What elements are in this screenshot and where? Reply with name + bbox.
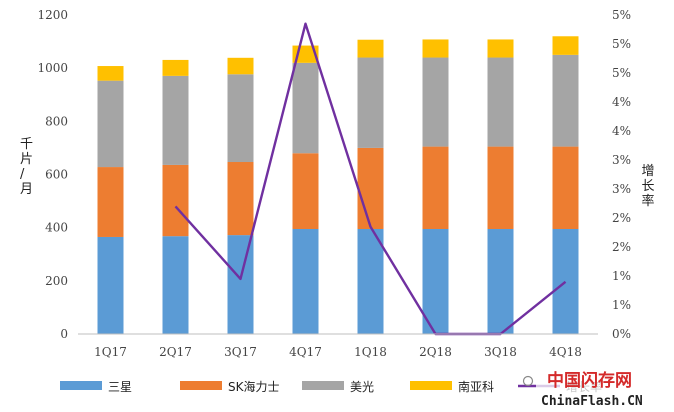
x-tick-label: 4Q17 bbox=[289, 345, 322, 359]
y2-tick-label: 1% bbox=[612, 269, 631, 283]
bar-3-3Q18 bbox=[487, 39, 514, 58]
y2-tick-label: 4% bbox=[612, 95, 631, 109]
y2-tick-label: 3% bbox=[612, 153, 631, 167]
bar-0-2Q18 bbox=[422, 228, 449, 334]
bar-3-2Q18 bbox=[422, 39, 449, 58]
bar-1-3Q17 bbox=[227, 162, 254, 236]
y2-tick-label: 1% bbox=[612, 298, 631, 312]
watermark-backdrop bbox=[536, 368, 672, 410]
bar-0-1Q17 bbox=[97, 236, 124, 334]
y-axis-title: 千片/月 bbox=[20, 137, 33, 197]
bar-3-1Q17 bbox=[97, 66, 124, 81]
bar-2-1Q17 bbox=[97, 80, 124, 168]
watermark-text-top: 中国闪存网 bbox=[547, 370, 632, 391]
watermark-text-bottom: ChinaFlash.CN bbox=[541, 394, 643, 409]
bar-0-3Q17 bbox=[227, 235, 254, 334]
bar-1-2Q17 bbox=[162, 164, 189, 237]
bar-1-3Q18 bbox=[487, 146, 514, 229]
bar-3-1Q18 bbox=[357, 39, 384, 58]
watermark: 中国闪存网 ChinaFlash.CN bbox=[522, 368, 672, 410]
bar-0-4Q17 bbox=[292, 228, 319, 334]
bar-0-1Q18 bbox=[357, 228, 384, 334]
y2-tick-label: 5% bbox=[612, 66, 631, 80]
legend-swatch bbox=[410, 381, 452, 390]
y2-tick-label: 2% bbox=[612, 240, 631, 254]
legend-swatch bbox=[302, 381, 344, 390]
legend-label: SK海力士 bbox=[228, 379, 280, 394]
bar-2-2Q18 bbox=[422, 57, 449, 147]
y2-axis-title: 增长率 bbox=[641, 164, 654, 209]
x-tick-label: 3Q18 bbox=[484, 345, 517, 359]
x-tick-label: 1Q18 bbox=[354, 345, 387, 359]
x-tick-label: 4Q18 bbox=[549, 345, 582, 359]
x-tick-label: 2Q17 bbox=[159, 345, 192, 359]
y2-tick-label: 2% bbox=[612, 211, 631, 225]
bar-1-4Q18 bbox=[552, 146, 579, 229]
bar-2-3Q17 bbox=[227, 74, 254, 163]
y2-tick-label: 4% bbox=[612, 124, 631, 138]
x-tick-label: 2Q18 bbox=[419, 345, 452, 359]
legend: 三星SK海力士美光南亚科增长率 bbox=[60, 379, 602, 394]
watermark-logo-icon bbox=[522, 375, 534, 387]
bar-2-4Q17 bbox=[292, 62, 319, 154]
bar-3-3Q17 bbox=[227, 57, 254, 75]
bar-3-2Q17 bbox=[162, 59, 189, 76]
y2-tick-label: 3% bbox=[612, 182, 631, 196]
bar-1-1Q18 bbox=[357, 147, 384, 229]
bar-0-2Q17 bbox=[162, 236, 189, 334]
bar-1-1Q17 bbox=[97, 167, 124, 237]
y-tick-label: 200 bbox=[45, 274, 68, 288]
y2-tick-label: 0% bbox=[612, 327, 631, 341]
axes: 0 200 400 600 800 1000 1200 0% 1% 1% 2% 2% 3% 3% 4% 4% 5… bbox=[20, 8, 655, 359]
y-tick-label: 800 bbox=[45, 114, 68, 128]
legend-label: 三星 bbox=[108, 380, 132, 394]
x-tick-label: 3Q17 bbox=[224, 345, 257, 359]
legend-swatch bbox=[180, 381, 222, 390]
bar-1-2Q18 bbox=[422, 146, 449, 229]
bar-2-2Q17 bbox=[162, 75, 189, 165]
legend-swatch bbox=[60, 381, 102, 390]
bar-2-1Q18 bbox=[357, 57, 384, 148]
plot-area bbox=[97, 22, 579, 336]
bar-0-3Q18 bbox=[487, 228, 514, 334]
x-tick-label: 1Q17 bbox=[94, 345, 127, 359]
y-tick-label: 400 bbox=[45, 221, 68, 235]
bar-3-4Q18 bbox=[552, 36, 579, 55]
y2-tick-label: 5% bbox=[612, 37, 631, 51]
bar-2-4Q18 bbox=[552, 54, 579, 147]
y-tick-label: 0 bbox=[60, 327, 68, 341]
y-tick-label: 600 bbox=[45, 168, 68, 182]
y-tick-label: 1200 bbox=[37, 8, 68, 22]
bar-0-4Q18 bbox=[552, 228, 579, 334]
bar-2-3Q18 bbox=[487, 57, 514, 147]
y-tick-label: 1000 bbox=[37, 61, 68, 75]
y2-tick-label: 5% bbox=[612, 8, 631, 22]
legend-label: 美光 bbox=[350, 380, 374, 394]
bar-1-4Q17 bbox=[292, 153, 319, 229]
legend-label: 南亚科 bbox=[458, 379, 494, 394]
